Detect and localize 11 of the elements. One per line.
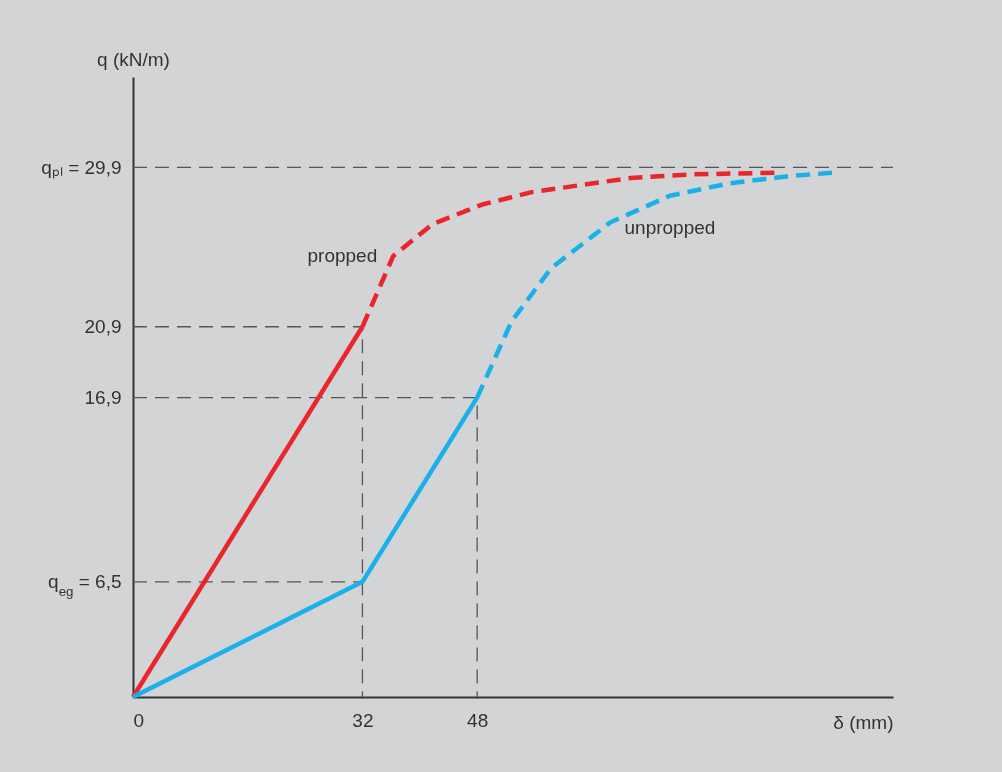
- x-tick-label: 0: [133, 709, 145, 731]
- series-label: unpropped: [624, 217, 716, 239]
- y-tick-label: q$_{eg}$ = 6,5: [48, 571, 122, 599]
- y-tick-label: 16,9: [84, 387, 122, 409]
- x-tick-label: 32: [352, 709, 374, 731]
- y-tick-label: 20,9: [84, 316, 122, 338]
- x-tick-label: 48: [467, 709, 489, 731]
- series-label: propped: [307, 244, 378, 266]
- x-axis-title: δ (mm): [833, 711, 894, 733]
- y-tick-label: qₚₗ = 29,9: [41, 156, 122, 179]
- y-axis-title: q (kN/m): [97, 48, 170, 70]
